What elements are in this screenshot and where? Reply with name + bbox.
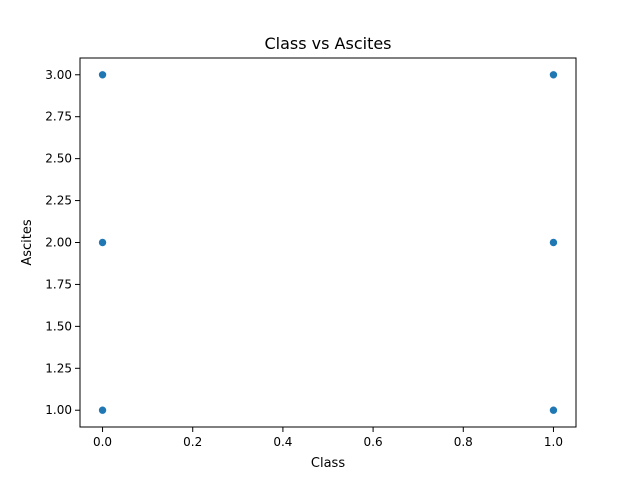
y-tick-label: 1.50	[45, 319, 72, 333]
chart-title: Class vs Ascites	[264, 34, 391, 53]
x-axis: 0.0 0.2 0.4 0.6 0.8 1.0	[93, 427, 563, 449]
y-tick-label: 2.75	[45, 110, 72, 124]
y-axis: 1.00 1.25 1.50 1.75 2.00 2.25 2.50 2.75 3.00	[45, 68, 80, 417]
scatter-point	[549, 238, 558, 247]
y-tick-label: 3.00	[45, 68, 72, 82]
scatter-point	[98, 238, 107, 247]
y-tick-label: 1.75	[45, 277, 72, 291]
x-tick-label: 0.2	[183, 435, 202, 449]
scatter-point	[549, 70, 558, 80]
scatter-point	[98, 70, 107, 80]
plot-area	[79, 57, 577, 428]
y-tick-label: 2.25	[45, 194, 72, 208]
x-axis-label: Class	[311, 456, 345, 471]
y-tick-label: 2.50	[45, 152, 72, 166]
x-tick-label: 0.4	[273, 435, 292, 449]
x-tick-label: 0.8	[454, 435, 473, 449]
y-tick-label: 1.25	[45, 361, 72, 375]
x-tick-label: 0.0	[93, 435, 112, 449]
x-tick-label: 1.0	[544, 435, 563, 449]
y-axis-label: Ascites	[20, 219, 35, 266]
scatter-point	[549, 405, 558, 415]
x-tick-label: 0.6	[364, 435, 383, 449]
scatter-points	[98, 70, 558, 415]
y-tick-label: 1.00	[45, 403, 72, 417]
scatter-point	[98, 405, 107, 415]
y-tick-label: 2.00	[45, 236, 72, 250]
